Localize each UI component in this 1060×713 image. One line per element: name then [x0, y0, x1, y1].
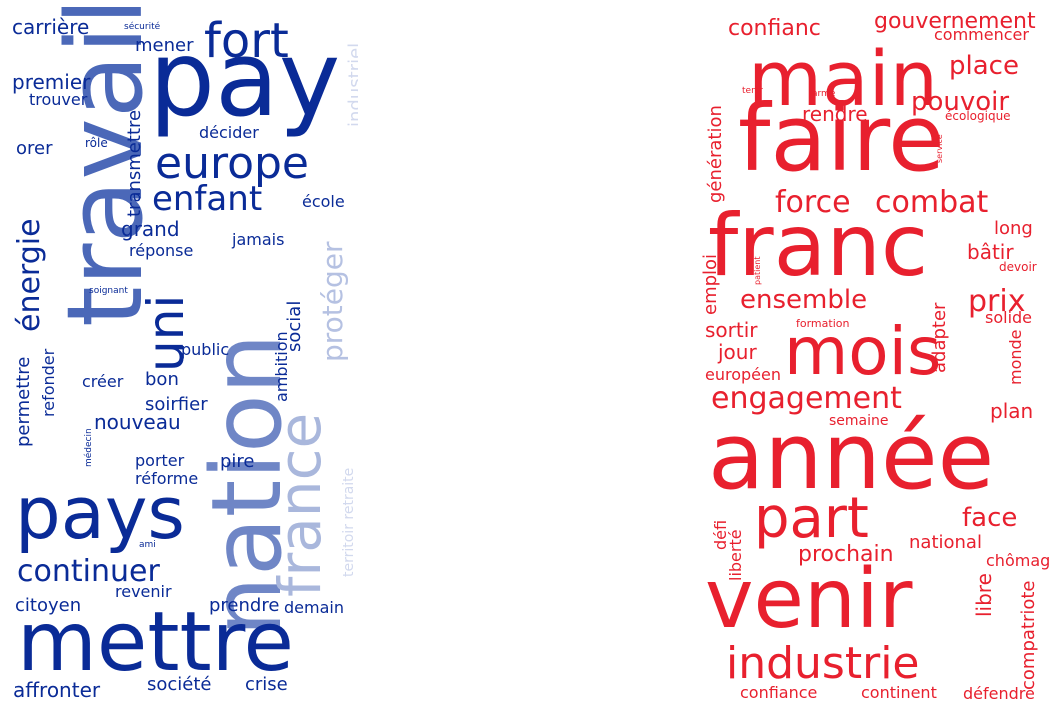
word-right: industrie	[726, 638, 920, 689]
word-right: jour	[718, 340, 757, 364]
word-left: sécurité	[124, 22, 161, 32]
word-cloud-left: travail nation pay mettre pays fort europe fran…	[9, 7, 358, 706]
word-left: soignant	[89, 286, 128, 296]
word-left: énergie	[12, 218, 47, 332]
word-cloud-right: confianc gouvernement commencer main place gé…	[702, 7, 1051, 706]
word-right: écologique	[945, 109, 1011, 123]
word-left: mener	[135, 35, 194, 56]
word-left: médecin	[84, 428, 94, 467]
word-left: école	[302, 192, 345, 211]
word-left: citoyen	[15, 595, 82, 616]
word-right: place	[949, 51, 1019, 81]
word-left: ami	[139, 540, 156, 550]
word-right: confiance	[740, 683, 818, 702]
word-left: porter	[135, 451, 185, 470]
word-right: tenir	[742, 86, 763, 96]
word-right: main	[748, 34, 938, 123]
word-right: face	[962, 503, 1018, 533]
word-right: compatriote	[1018, 580, 1039, 690]
word-right: devoir	[999, 260, 1037, 274]
word-right: franc	[708, 196, 929, 296]
word-left: territoir retraite	[341, 467, 357, 577]
word-left: pays	[15, 471, 185, 555]
word-left: premier	[12, 70, 91, 94]
word-right: national	[909, 532, 982, 553]
word-left: pire	[220, 451, 255, 472]
word-right: mois	[784, 313, 942, 390]
word-left: rôle	[85, 136, 108, 150]
word-right: faire	[738, 85, 945, 192]
word-right: sortir	[705, 318, 758, 342]
word-left: transmettre	[124, 109, 145, 217]
word-left: protéger	[316, 241, 349, 362]
word-right: solide	[985, 308, 1033, 327]
word-right: prix	[968, 284, 1026, 319]
word-right: bâtir	[967, 240, 1014, 264]
word-right: gouvernement	[874, 9, 1036, 34]
word-left: pay	[149, 18, 341, 140]
word-left: europe	[155, 138, 309, 189]
word-right: pouvoir	[911, 87, 1010, 117]
word-left: permettre	[13, 356, 34, 447]
word-left: grand	[121, 217, 180, 241]
word-right: emploi	[702, 253, 721, 315]
word-left: mettre	[17, 595, 294, 690]
word-left: créer	[82, 372, 124, 391]
word-right: rendre	[802, 102, 868, 126]
word-left: bon	[145, 369, 179, 390]
word-left: trouver	[29, 90, 88, 109]
word-left: france	[266, 412, 334, 597]
word-left: enfant	[152, 179, 263, 219]
word-left: nouveau	[94, 410, 181, 434]
word-left: réforme	[135, 469, 199, 488]
word-left: demain	[284, 598, 344, 617]
word-left: jamais	[232, 230, 285, 249]
word-right: chômage	[986, 551, 1051, 570]
word-right: engagement	[711, 381, 902, 416]
word-right: long	[994, 218, 1033, 239]
word-right: formation	[796, 317, 850, 330]
word-left: continuer	[17, 554, 160, 589]
word-left: affronter	[13, 678, 101, 702]
word-right: libre	[972, 573, 996, 617]
word-right: continent	[861, 683, 937, 702]
word-left: ambition	[272, 331, 291, 402]
word-left: revenir	[115, 582, 172, 601]
word-right: plan	[990, 399, 1034, 423]
word-left: uni	[137, 294, 195, 372]
word-left: refonder	[39, 348, 58, 417]
word-left: prendre	[209, 595, 280, 616]
word-right: monde	[1006, 329, 1025, 385]
word-right: confianc	[728, 16, 821, 41]
word-right: armé	[812, 89, 836, 99]
word-left: carrière	[12, 15, 90, 39]
word-right: génération	[705, 105, 726, 203]
word-right: semaine	[829, 413, 889, 429]
word-right: patient	[753, 256, 762, 285]
word-right: part	[754, 486, 869, 551]
word-left: soirfier	[145, 394, 208, 415]
word-left: industriel	[345, 42, 358, 127]
word-right: année	[708, 403, 995, 510]
word-right: défendre	[963, 684, 1035, 703]
word-right: européen	[705, 365, 781, 384]
word-left: crise	[245, 674, 288, 695]
word-right: venir	[705, 552, 913, 647]
word-left: décider	[199, 123, 259, 142]
word-left: société	[147, 674, 212, 695]
word-left: réponse	[129, 241, 194, 260]
word-right: adapter	[929, 302, 950, 373]
word-left: orer	[16, 138, 53, 159]
word-right: prochain	[798, 542, 894, 567]
word-right: combat	[875, 185, 989, 220]
word-right: force	[775, 185, 851, 220]
word-left: public	[181, 340, 230, 359]
word-right: ensemble	[740, 285, 868, 315]
word-left: fort	[204, 13, 289, 69]
word-right: commencer	[934, 25, 1029, 44]
